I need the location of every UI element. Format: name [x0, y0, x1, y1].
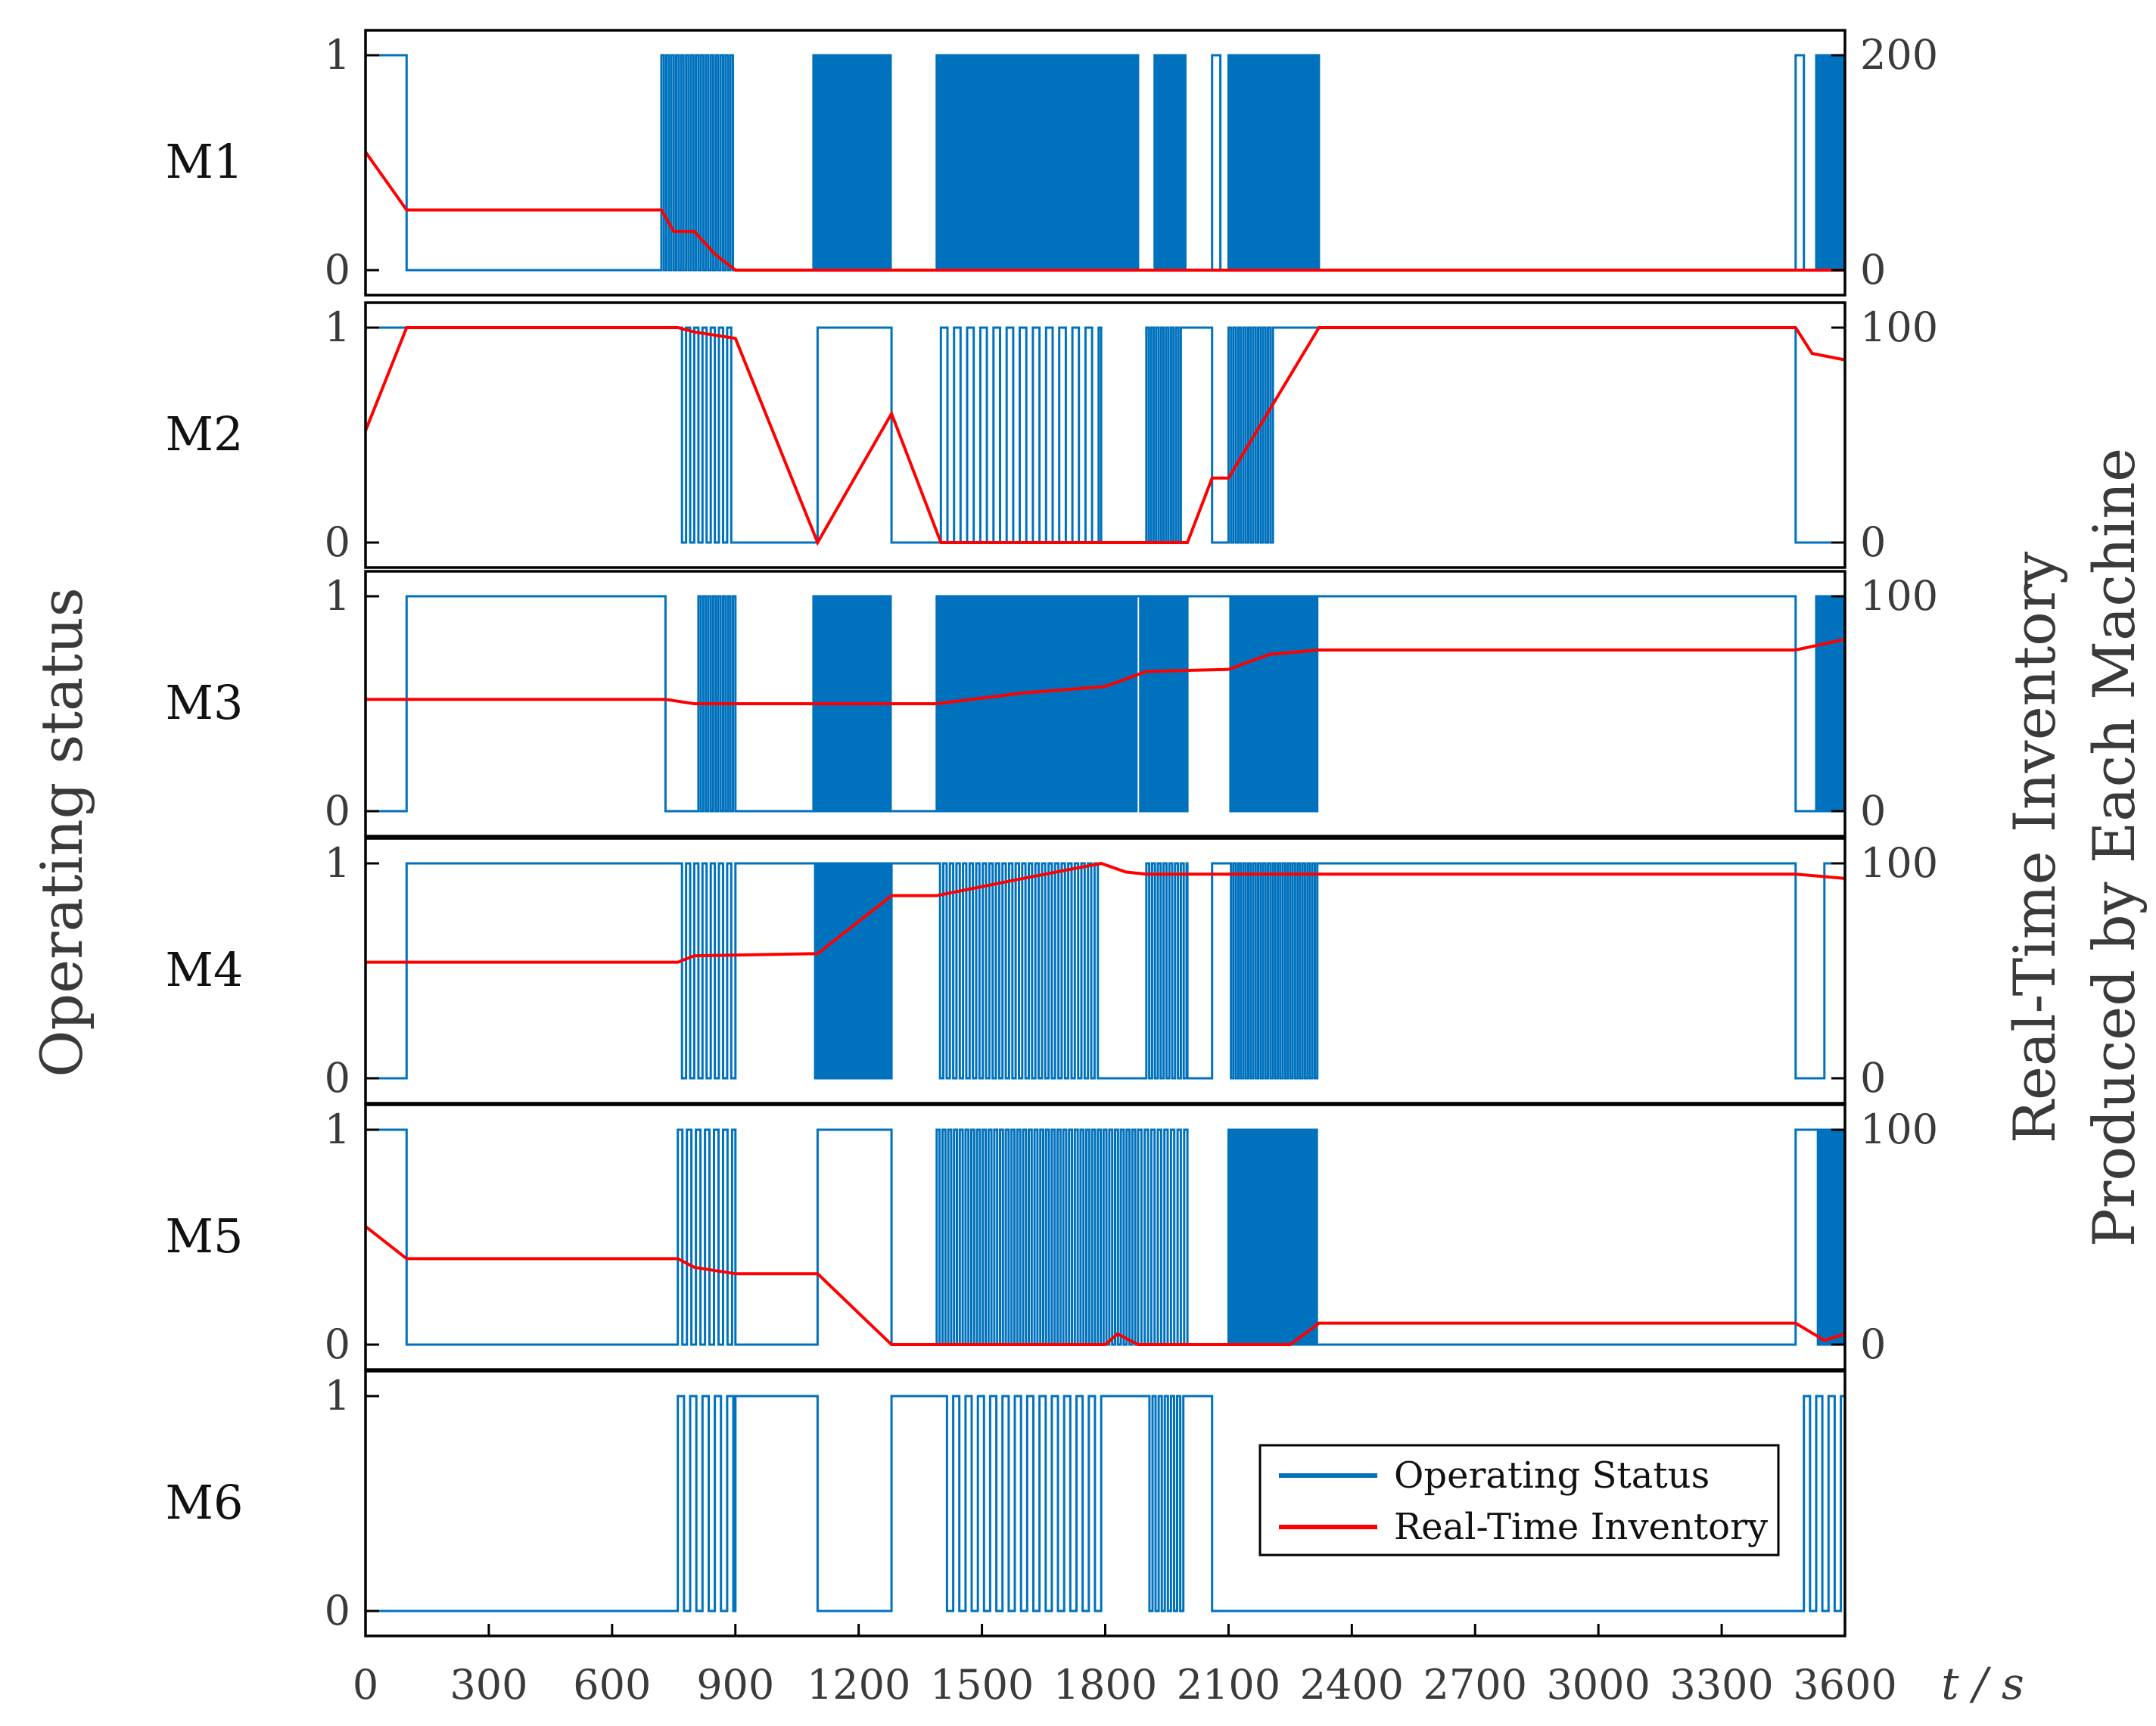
status-tick-label: 0 — [325, 518, 350, 566]
y-left-axis-title: Operating status — [28, 587, 95, 1078]
status-series-m3 — [366, 595, 1846, 813]
panel-frame-m4 — [364, 837, 1846, 1105]
legend: Operating Status Real-Time Inventory — [1258, 1444, 1780, 1557]
panels-layer: M1010200M2010100M3010100M4010100M5010100… — [166, 29, 1938, 1637]
x-tick-label: 2400 — [1300, 1661, 1404, 1709]
status-series-m2 — [366, 326, 1845, 544]
panel-frame-m5 — [364, 1103, 1846, 1371]
x-axis-unit-label: t / s — [1941, 1658, 2024, 1709]
inventory-tick-label: 100 — [1860, 1106, 1938, 1153]
status-tick-label: 0 — [325, 1587, 350, 1634]
status-tick-label: 1 — [325, 572, 350, 620]
status-tick-label: 1 — [325, 31, 350, 79]
inventory-tick-label: 100 — [1860, 303, 1938, 351]
machine-label-m3: M3 — [166, 675, 244, 730]
machine-label-m2: M2 — [166, 406, 244, 462]
legend-status-label: Operating Status — [1394, 1454, 1710, 1497]
machine-label-m1: M1 — [166, 134, 244, 189]
panel-frame-m1 — [364, 29, 1846, 297]
inventory-series-m1 — [364, 151, 1845, 272]
panel-frame-m3 — [364, 570, 1846, 838]
inventory-tick-label: 0 — [1860, 1320, 1886, 1368]
x-tick-label: 3300 — [1669, 1661, 1773, 1709]
inventory-series-m3 — [366, 637, 1846, 705]
inventory-series-m5 — [364, 1225, 1846, 1346]
legend-box — [1258, 1444, 1780, 1557]
panel-m1: M1 0 1 0 200 — [166, 29, 1938, 297]
x-tick-label: 900 — [696, 1661, 774, 1709]
panel-m5: M5 0 1 0 100 — [166, 1103, 1938, 1371]
machine-label-m4: M4 — [166, 942, 244, 997]
status-tick-label: 0 — [325, 1320, 350, 1368]
x-tick-label: 3000 — [1546, 1661, 1650, 1709]
status-tick-label: 0 — [325, 1054, 350, 1102]
inventory-series-m4 — [366, 861, 1846, 964]
x-tick-label: 2100 — [1177, 1661, 1280, 1709]
machine-label-m6: M6 — [166, 1475, 244, 1530]
status-tick-label: 1 — [325, 1106, 350, 1153]
status-series-m4 — [366, 862, 1845, 1080]
panel-m4: M4 0 1 0 100 — [166, 837, 1938, 1105]
x-tick-label: 1200 — [807, 1661, 910, 1709]
panel-m3: M3 0 1 0 100 — [166, 570, 1938, 838]
x-axis: 0 300 600 900 1200 1500 1800 2100 2400 2700 3000 33… — [353, 1624, 1897, 1709]
machine-label-m5: M5 — [166, 1208, 244, 1264]
y-right-axis-title-line1: Real-Time Inventory — [2001, 552, 2068, 1143]
status-tick-label: 1 — [325, 1372, 350, 1420]
inventory-tick-label: 100 — [1860, 839, 1938, 887]
status-tick-label: 1 — [325, 303, 350, 351]
legend-inventory-label: Real-Time Inventory — [1394, 1506, 1768, 1548]
x-tick-label: 300 — [450, 1661, 527, 1709]
status-series-m6 — [366, 1395, 1845, 1612]
x-tick-label: 3600 — [1793, 1661, 1896, 1709]
status-series-m1 — [366, 54, 1846, 272]
status-tick-label: 1 — [325, 839, 350, 887]
inventory-tick-label: 0 — [1860, 787, 1886, 835]
status-tick-label: 0 — [325, 246, 350, 294]
status-series-m5 — [366, 1128, 1846, 1346]
panel-m6: M6 0 1 — [166, 1370, 1846, 1637]
panel-m2: M2 0 1 0 100 — [166, 301, 1938, 569]
inventory-series-m2 — [364, 326, 1846, 546]
inventory-tick-label: 0 — [1860, 518, 1886, 566]
x-tick-label: 0 — [353, 1661, 378, 1709]
inventory-tick-label: 0 — [1860, 246, 1886, 294]
panel-frame-m2 — [364, 301, 1846, 569]
inventory-tick-label: 100 — [1860, 572, 1938, 620]
x-tick-label: 600 — [573, 1661, 651, 1709]
x-tick-label: 1800 — [1053, 1661, 1157, 1709]
inventory-tick-label: 200 — [1860, 31, 1938, 79]
status-tick-label: 0 — [325, 787, 350, 835]
y-right-axis-title-line2: Produced by Each Machine — [2080, 448, 2148, 1247]
x-tick-label: 1500 — [930, 1661, 1034, 1709]
inventory-tick-label: 0 — [1860, 1054, 1886, 1102]
x-tick-label: 2700 — [1423, 1661, 1527, 1709]
